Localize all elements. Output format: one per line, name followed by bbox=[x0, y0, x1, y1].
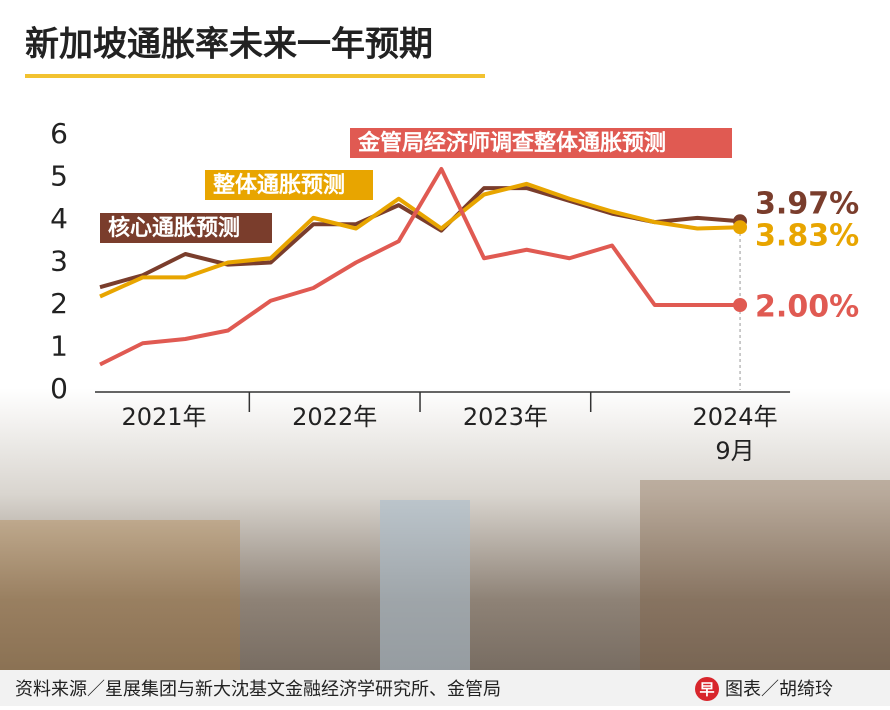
legend-label: 核心通胀预测 bbox=[108, 215, 240, 241]
footer-bar bbox=[0, 670, 890, 706]
legend-label: 整体通胀预测 bbox=[213, 172, 345, 198]
logo-badge bbox=[695, 677, 719, 701]
photo-shape bbox=[640, 480, 890, 670]
value-label: 3.83% bbox=[755, 219, 859, 254]
x-end-label: 9月 bbox=[715, 437, 754, 465]
x-group-label: 2022年 bbox=[292, 403, 377, 431]
credit: 图表／胡绮玲 bbox=[725, 679, 833, 700]
source: 资料来源／星展集团与新大沈基文金融经济学研究所、金管局 bbox=[15, 679, 501, 700]
y-tick-label: 3 bbox=[50, 245, 68, 278]
x-group-label: 2023年 bbox=[463, 403, 548, 431]
legend-box bbox=[205, 170, 373, 200]
x-group-label: 2021年 bbox=[121, 403, 206, 431]
photo-shape bbox=[380, 500, 470, 670]
x-group-label: 2024年 bbox=[693, 403, 778, 431]
legend-box bbox=[100, 213, 272, 243]
legend-box bbox=[350, 128, 732, 158]
y-tick-label: 1 bbox=[50, 330, 68, 363]
y-tick-label: 0 bbox=[50, 372, 68, 405]
chart-title: 新加坡通胀率未来一年预期 bbox=[25, 25, 433, 65]
value-label: 2.00% bbox=[755, 290, 859, 325]
y-tick-label: 4 bbox=[50, 202, 68, 235]
y-tick-label: 2 bbox=[50, 287, 68, 320]
end-point bbox=[733, 298, 748, 312]
end-point bbox=[733, 220, 748, 235]
logo: 早 bbox=[699, 681, 714, 699]
series-line bbox=[99, 167, 741, 367]
legend-label: 金管局经济师调查整体通胀预测 bbox=[357, 130, 666, 156]
y-tick-label: 6 bbox=[50, 117, 68, 150]
photo-shape bbox=[0, 520, 240, 670]
series-line bbox=[99, 181, 741, 299]
y-tick-label: 5 bbox=[50, 160, 68, 193]
value-label: 3.97% bbox=[755, 187, 859, 222]
